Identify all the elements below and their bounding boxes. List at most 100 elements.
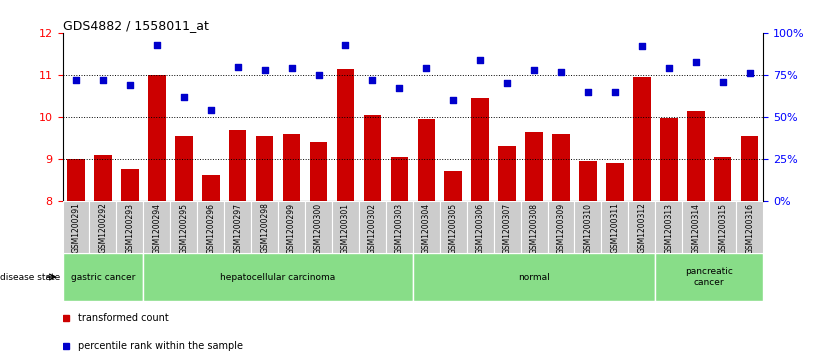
Text: gastric cancer: gastric cancer xyxy=(71,273,135,281)
Point xyxy=(446,97,460,103)
Bar xyxy=(143,201,170,253)
Bar xyxy=(198,201,224,253)
Point xyxy=(662,65,676,71)
Point xyxy=(204,107,218,113)
Text: GSM1200310: GSM1200310 xyxy=(584,203,592,254)
Bar xyxy=(89,201,117,253)
Bar xyxy=(575,201,601,253)
Bar xyxy=(283,134,300,201)
Point xyxy=(608,89,621,95)
Bar xyxy=(445,171,462,201)
Point xyxy=(231,64,244,69)
Bar xyxy=(714,157,731,201)
Text: pancreatic
cancer: pancreatic cancer xyxy=(686,267,733,287)
Bar xyxy=(552,134,570,201)
Text: GSM1200309: GSM1200309 xyxy=(556,203,565,254)
Bar xyxy=(175,136,193,201)
Bar xyxy=(520,201,548,253)
Text: percentile rank within the sample: percentile rank within the sample xyxy=(78,340,243,351)
Bar xyxy=(229,130,247,201)
Bar xyxy=(741,136,758,201)
Bar xyxy=(467,201,494,253)
Bar xyxy=(224,201,251,253)
Bar xyxy=(148,75,166,201)
Text: GSM1200316: GSM1200316 xyxy=(745,203,754,254)
Point xyxy=(258,67,271,73)
Bar xyxy=(337,69,354,201)
Text: GSM1200307: GSM1200307 xyxy=(503,203,511,254)
Point xyxy=(393,86,406,91)
Text: hepatocellular carcinoma: hepatocellular carcinoma xyxy=(220,273,336,281)
Point xyxy=(177,94,190,100)
Bar xyxy=(143,253,413,301)
Text: GSM1200291: GSM1200291 xyxy=(72,203,81,253)
Bar xyxy=(633,77,651,201)
Point xyxy=(743,70,756,76)
Point xyxy=(366,77,379,83)
Text: GSM1200314: GSM1200314 xyxy=(691,203,701,254)
Point xyxy=(69,77,83,83)
Bar xyxy=(525,132,543,201)
Bar xyxy=(494,201,520,253)
Bar xyxy=(682,201,709,253)
Bar xyxy=(117,201,143,253)
Bar xyxy=(386,201,413,253)
Bar xyxy=(251,201,278,253)
Text: GSM1200311: GSM1200311 xyxy=(610,203,620,253)
Bar xyxy=(68,159,85,201)
Bar xyxy=(418,119,435,201)
Bar xyxy=(121,170,138,201)
Point xyxy=(500,81,514,86)
Text: GSM1200301: GSM1200301 xyxy=(341,203,350,254)
Text: GSM1200300: GSM1200300 xyxy=(314,203,323,254)
Point xyxy=(689,59,702,65)
Text: disease state: disease state xyxy=(0,273,60,281)
Bar xyxy=(94,155,112,201)
Point xyxy=(150,42,163,48)
Bar xyxy=(548,201,575,253)
Text: GSM1200292: GSM1200292 xyxy=(98,203,108,253)
Text: GSM1200302: GSM1200302 xyxy=(368,203,377,254)
Bar xyxy=(579,161,597,201)
Bar xyxy=(278,201,305,253)
Point xyxy=(123,82,137,88)
Bar xyxy=(309,142,327,201)
Bar xyxy=(359,201,386,253)
Bar xyxy=(413,201,440,253)
Point xyxy=(555,69,568,74)
Bar xyxy=(601,201,628,253)
Text: GSM1200305: GSM1200305 xyxy=(449,203,458,254)
Point xyxy=(527,67,540,73)
Bar xyxy=(63,201,89,253)
Text: GSM1200313: GSM1200313 xyxy=(665,203,673,254)
Text: transformed count: transformed count xyxy=(78,313,168,323)
Bar xyxy=(656,253,763,301)
Bar xyxy=(364,115,381,201)
Point xyxy=(312,72,325,78)
Bar xyxy=(687,111,705,201)
Point xyxy=(636,44,649,49)
Text: GDS4882 / 1558011_at: GDS4882 / 1558011_at xyxy=(63,19,208,32)
Bar xyxy=(305,201,332,253)
Text: GSM1200297: GSM1200297 xyxy=(234,203,242,254)
Bar xyxy=(628,201,656,253)
Bar xyxy=(660,118,677,201)
Point xyxy=(420,65,433,71)
Bar xyxy=(736,201,763,253)
Text: GSM1200304: GSM1200304 xyxy=(422,203,431,254)
Point xyxy=(716,79,730,85)
Point xyxy=(285,65,299,71)
Bar xyxy=(606,163,624,201)
Bar xyxy=(390,157,408,201)
Point xyxy=(96,77,109,83)
Text: GSM1200298: GSM1200298 xyxy=(260,203,269,253)
Text: GSM1200299: GSM1200299 xyxy=(287,203,296,254)
Bar xyxy=(471,98,489,201)
Bar xyxy=(499,146,516,201)
Bar xyxy=(656,201,682,253)
Text: GSM1200312: GSM1200312 xyxy=(637,203,646,253)
Point xyxy=(339,42,352,48)
Text: GSM1200294: GSM1200294 xyxy=(153,203,161,254)
Text: GSM1200295: GSM1200295 xyxy=(179,203,188,254)
Bar xyxy=(440,201,467,253)
